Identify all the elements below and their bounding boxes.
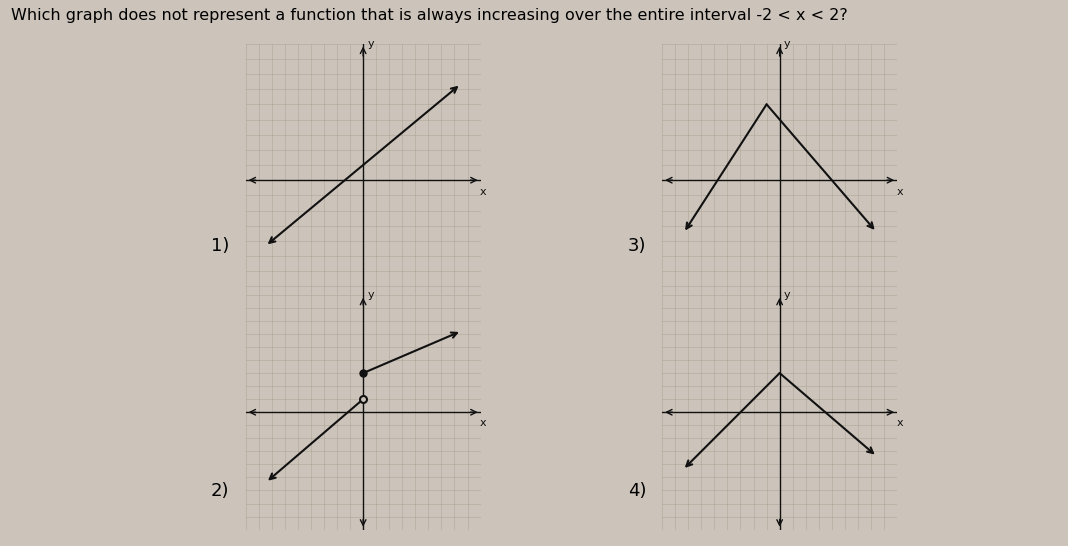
Text: y: y <box>784 290 790 300</box>
Text: Which graph does not represent a function that is always increasing over the ent: Which graph does not represent a functio… <box>11 8 847 23</box>
Text: 2): 2) <box>211 483 230 500</box>
Text: x: x <box>896 418 904 428</box>
Text: 3): 3) <box>628 237 646 254</box>
Text: y: y <box>784 39 790 49</box>
Text: x: x <box>480 187 487 197</box>
Text: x: x <box>480 418 487 428</box>
Text: y: y <box>367 290 374 300</box>
Text: y: y <box>367 39 374 49</box>
Text: 1): 1) <box>211 237 230 254</box>
Text: x: x <box>896 187 904 197</box>
Text: 4): 4) <box>628 483 646 500</box>
